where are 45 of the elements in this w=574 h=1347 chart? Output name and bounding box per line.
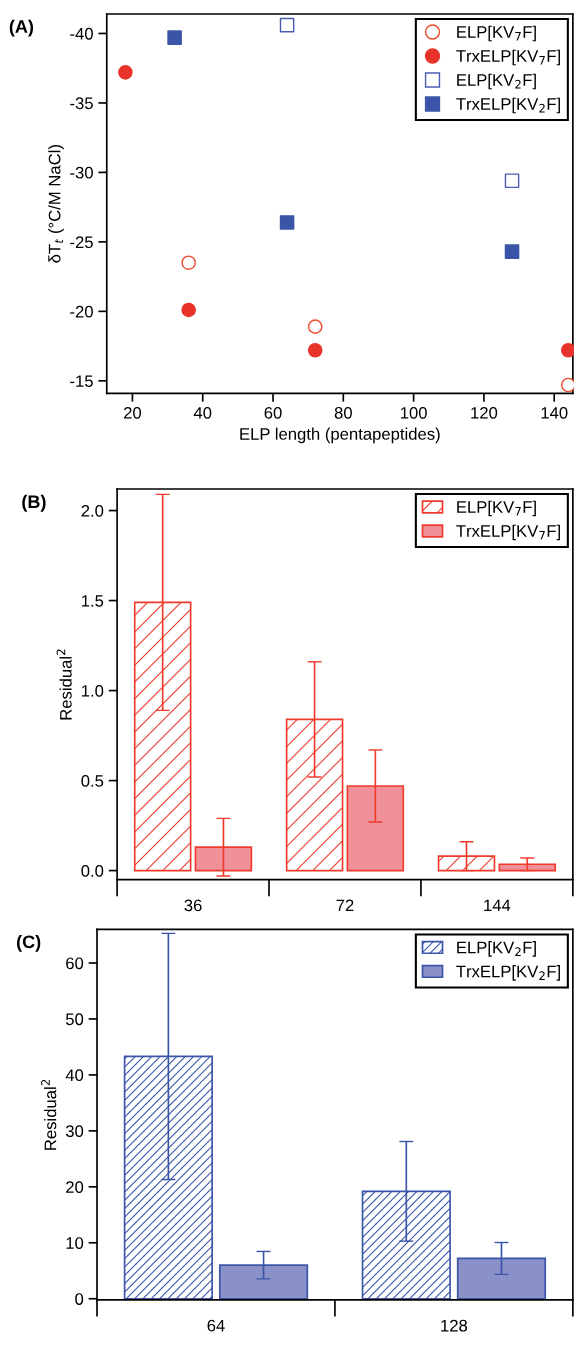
chart-title: (B) [22,494,46,512]
legend-label: ELP[KV$_{7}$F] [457,25,536,42]
x-tick-label: 120 [471,406,498,419]
x-tick-label: 20 [123,406,142,419]
x-tick-label: 100 [400,406,427,419]
legend-label: TrxELP[KV$_{7}$F] [456,524,560,541]
y-tick-label: -15 [70,375,93,388]
y-tick-label: 40 [65,1069,84,1082]
chart-title: (C) [17,934,41,952]
y-tick-label: -35 [70,97,93,110]
x-axis-title: ELP length (pentapeptides) [240,427,440,444]
y-tick-label: -40 [70,27,93,40]
y-tick-label: 50 [65,1013,84,1026]
legend-label: ELP[KV$_{2}$F] [457,73,536,90]
legend-label: TrxELP[KV$_{2}$F] [456,97,560,114]
y-tick-label: 2.0 [81,504,104,517]
legend-label: ELP[KV$_{2}$F] [457,941,536,957]
legend-label: TrxELP[KV$_{7}$F] [456,49,560,66]
y-tick-label: 0.0 [81,864,104,877]
y-axis-title: δT$_{t}$ (°C/M NaCl) [48,145,64,263]
y-tick-label: -25 [70,236,93,249]
y-tick-label: -30 [70,166,93,179]
chart-title: (A) [9,19,34,37]
x-tick-label: 40 [193,406,212,419]
x-tick-label: 140 [541,406,568,419]
x-tick-label: 80 [334,406,352,419]
y-tick-label: 0 [75,1293,84,1305]
x-tick-label: 128 [441,1319,468,1332]
y-tick-label: 20 [66,1181,84,1194]
x-tick-label: 72 [336,899,354,912]
y-tick-label: 1.0 [82,684,104,697]
x-tick-label: 144 [484,899,511,912]
y-tick-label: 60 [66,957,84,970]
x-tick-label: 36 [184,899,202,912]
y-tick-label: 1.5 [82,595,104,607]
y-tick-label: 30 [65,1125,84,1138]
y-tick-label: 0.5 [81,774,104,787]
y-tick-label: 10 [66,1237,84,1249]
x-tick-label: 64 [207,1319,225,1332]
legend-label: ELP[KV$_{7}$F] [457,500,536,517]
y-axis-title: Residual$^{2}$ [56,649,72,720]
y-tick-label: -20 [70,305,93,318]
y-axis-title: Residual$^{2}$ [41,1079,57,1150]
legend-label: TrxELP[KV$_{2}$F] [456,965,560,981]
x-tick-label: 60 [264,406,282,419]
